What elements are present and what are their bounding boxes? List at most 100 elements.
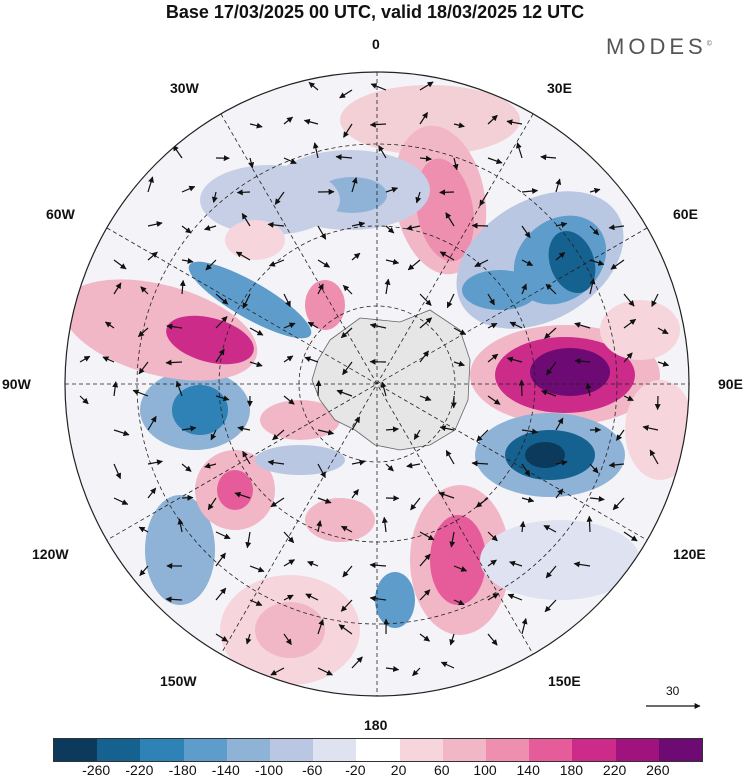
wind-arrow	[165, 596, 183, 603]
colorbar-cell	[615, 739, 659, 761]
wind-arrow	[445, 449, 455, 465]
wind-arrow	[385, 665, 400, 672]
wind-arrow	[283, 157, 297, 164]
wind-arrow	[385, 186, 399, 193]
wind-arrow	[304, 356, 319, 363]
wind-arrow	[317, 283, 324, 295]
wind-arrow	[419, 293, 432, 306]
wind-arrow	[138, 526, 149, 533]
colorbar-tick-label: 140	[516, 762, 540, 778]
colorbar-tick-label: -100	[254, 762, 284, 778]
wind-arrow	[555, 417, 564, 431]
wind-arrow	[215, 293, 229, 305]
colorbar-tick-label: 60	[434, 762, 450, 778]
wind-arrow	[283, 559, 295, 567]
wind-arrow	[308, 81, 319, 91]
wind-arrow	[305, 593, 319, 601]
colorbar-cell	[356, 739, 400, 761]
wind-arrow	[612, 497, 625, 511]
wind-arrow	[415, 191, 422, 204]
wind-arrow	[307, 561, 319, 567]
wind-arrow	[407, 259, 421, 271]
wind-arrow	[438, 491, 455, 499]
wind-arrow	[521, 463, 531, 477]
wind-arrow	[419, 111, 429, 125]
wind-arrow	[205, 259, 217, 271]
wind-arrow	[521, 428, 539, 435]
graticule	[65, 72, 689, 696]
wind-arrow	[623, 352, 633, 363]
colorbar-cell	[54, 739, 98, 761]
colorbar-cell	[399, 739, 443, 761]
wind-arrow	[623, 293, 635, 307]
wind-arrow	[487, 559, 497, 567]
lon-label-120e: 120E	[673, 546, 706, 562]
wind-arrow	[215, 395, 230, 402]
wind-arrow	[147, 487, 157, 499]
wind-arrow	[589, 495, 605, 502]
colorbar-tick-label: 260	[646, 762, 670, 778]
wind-arrow	[104, 321, 115, 329]
wind-arrow	[140, 286, 149, 295]
colorbar-cell	[572, 739, 616, 761]
wind-arrow	[516, 142, 523, 159]
wind-arrow	[439, 189, 455, 196]
map-boundary	[64, 71, 690, 697]
wind-arrow	[487, 322, 498, 329]
colorbar-cell	[442, 739, 487, 761]
wind-arrow	[452, 157, 459, 171]
wind-arrow	[419, 81, 434, 91]
colorbar-cell	[529, 739, 573, 761]
wind-arrow	[267, 221, 285, 228]
wind-arrow	[555, 488, 564, 499]
wind-arrow	[351, 489, 359, 499]
wind-arrow	[210, 429, 217, 441]
wind-arrow	[608, 224, 625, 231]
wind-arrow	[336, 389, 353, 397]
wind-arrow	[439, 251, 455, 261]
wind-arrow	[181, 425, 197, 432]
wind-arrow	[545, 565, 557, 579]
lon-label-90w: 90W	[2, 376, 31, 392]
wind-arrow	[453, 599, 465, 606]
wind-arrow	[317, 667, 333, 676]
wind-arrow	[315, 379, 322, 397]
wind-arrow	[340, 327, 353, 339]
lon-label-60w: 60W	[46, 206, 75, 222]
wind-arrow	[540, 389, 557, 397]
wind-arrow	[381, 516, 388, 533]
wind-arrow	[380, 381, 387, 397]
wind-arrow	[543, 524, 557, 533]
wind-arrow	[419, 317, 433, 329]
wind-arrow	[487, 395, 501, 405]
colorbar-tick-label: -60	[302, 762, 323, 778]
wind-arrow	[351, 252, 361, 261]
wind-arrow	[657, 327, 669, 335]
wind-arrow	[339, 89, 353, 99]
wind-arrow	[215, 633, 229, 642]
wind-arrow	[113, 259, 127, 270]
wind-arrow	[615, 429, 625, 441]
wind-arrow	[242, 450, 251, 465]
wind-arrow	[370, 83, 387, 91]
colorbar-tick-label: 180	[559, 762, 584, 778]
wind-arrow	[385, 258, 400, 265]
wind-arrow	[506, 356, 523, 363]
wind-arrow	[112, 381, 119, 397]
wind-arrow	[215, 348, 225, 363]
wind-arrow	[283, 116, 293, 125]
lon-label-60e: 60E	[673, 206, 698, 222]
wind-arrow	[475, 497, 489, 508]
wind-arrow	[139, 565, 149, 577]
colorbar-tick-label: -260	[82, 762, 111, 778]
wind-arrow	[317, 618, 325, 635]
wind-arrow	[351, 656, 363, 669]
wind-arrow	[555, 251, 566, 261]
wind-arrow	[519, 520, 526, 533]
wind-arrow	[147, 251, 158, 261]
wind-arrow	[215, 316, 228, 329]
wind-arrow	[79, 355, 91, 363]
wind-arrow	[207, 497, 217, 511]
wind-arrow	[573, 561, 591, 568]
